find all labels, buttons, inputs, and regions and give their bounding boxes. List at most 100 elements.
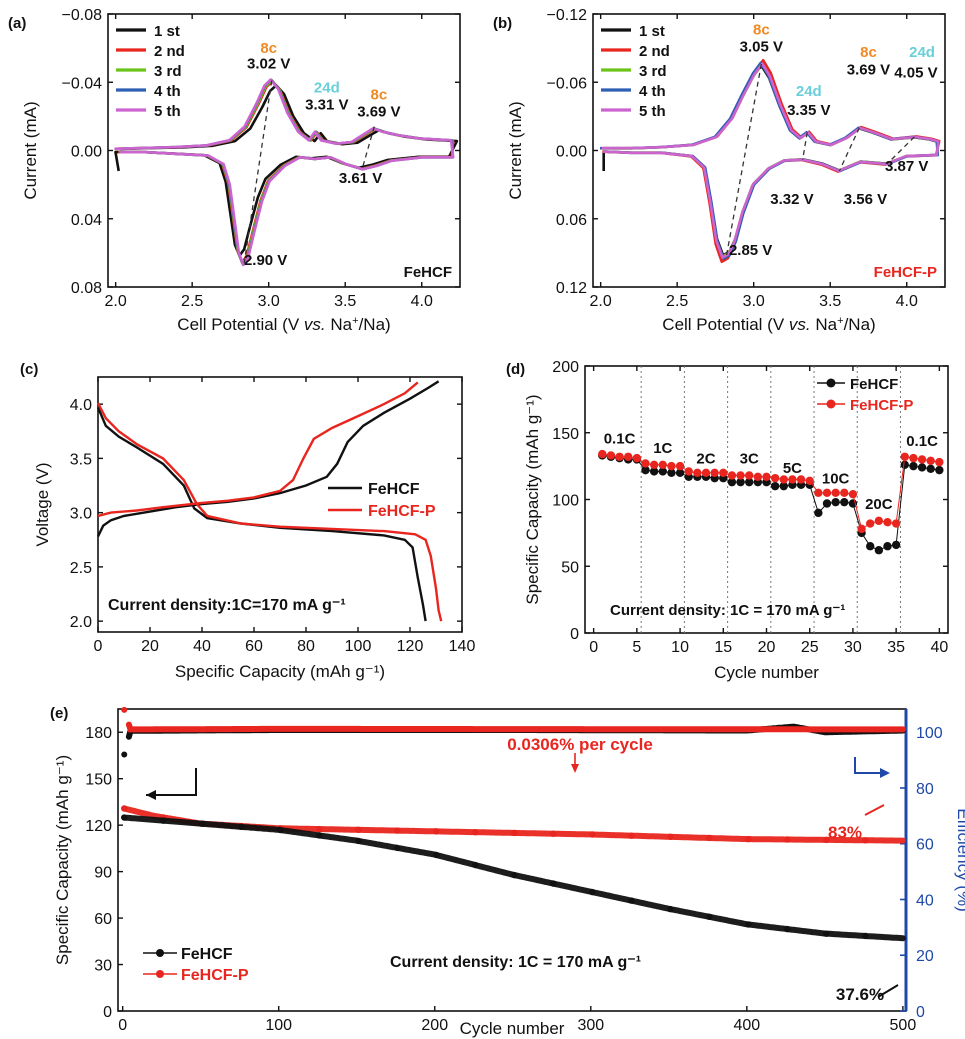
x-tick-label: 2.5 [181, 293, 203, 310]
rate-point [917, 463, 927, 472]
rate-point [658, 467, 667, 476]
capacity-point [355, 826, 362, 834]
efficiency-first-point [121, 751, 128, 758]
arrow-head [146, 790, 156, 800]
rate-point [649, 460, 659, 469]
capacity-point [784, 836, 791, 843]
y2-tick-label: 20 [916, 948, 934, 965]
rate-label: 0.1C [906, 433, 938, 450]
x-axis-label: Cell Potential (V vs. Na+/Na) [177, 315, 390, 334]
peak-annotation: 3.35 V [787, 102, 830, 119]
peak-shift-line [802, 132, 808, 160]
x-tick-label: 3.0 [258, 293, 280, 310]
cv-curve-5 [114, 78, 455, 267]
charge-curve-fehcf [96, 380, 440, 538]
capacity-point [823, 836, 830, 844]
y2-tick-label: 100 [916, 725, 943, 742]
rate-point [719, 468, 728, 477]
capacity-point [589, 888, 596, 896]
panel-label: (b) [493, 15, 512, 32]
decay-annotation: 0.0306% per cycle [507, 735, 653, 754]
x-tick-label: 2.0 [590, 293, 612, 310]
x-tick-label: 100 [345, 638, 372, 655]
rate-point [883, 517, 892, 527]
rate-point [598, 449, 607, 459]
y-axis-label: Specific Capacity (mAh g⁻¹) [523, 394, 542, 604]
capacity-point [394, 827, 401, 834]
y-axis-label: Specific Capacity (mAh g⁻¹) [53, 755, 72, 965]
y-tick-label: 200 [552, 359, 579, 376]
y-tick-label: 0 [570, 626, 579, 643]
capacity-point [667, 905, 674, 913]
rate-point [909, 461, 918, 471]
y-tick-label: 4.0 [70, 397, 92, 414]
y-tick-label: 0.08 [71, 280, 102, 297]
peak-annotation: 8c [260, 40, 277, 57]
capacity-point [745, 835, 752, 843]
peak-annotation: 3.69 V [357, 103, 400, 120]
rate-point [900, 460, 909, 469]
discharge-curve-fehcf-p [96, 402, 443, 622]
y2-tick-label: 40 [916, 892, 934, 909]
x-tick-label: 2.5 [666, 293, 688, 310]
x-axis-label: Cell Potential (V vs. Na+/Na) [662, 315, 875, 334]
rate-panel: (d) 0 5 10 15 20 25 30 35 40 0 50 100 150 200 Cycle num… [506, 359, 949, 682]
x-axis-label: Cycle number [714, 663, 819, 682]
sample-label: FeHCF [404, 264, 452, 281]
plot-frame [97, 376, 463, 633]
rate-point [857, 524, 866, 534]
capacity-point [316, 832, 323, 839]
rate-point [745, 471, 754, 480]
retention-annotation: 83% [828, 823, 862, 842]
rate-point [753, 472, 763, 482]
x-tick-label: 0 [589, 639, 598, 656]
left-axis-arrow [146, 768, 197, 796]
rate-label: 1C [653, 440, 672, 457]
y-tick-label: 0.12 [556, 280, 587, 297]
rate-point [649, 467, 659, 476]
x-tick-label: 0 [94, 638, 103, 655]
cv-panel-fehcf: (a) 2.0 2.5 3.0 3.5 4.0 −0.08 −0.04 0.00 0.04 0.08… [8, 7, 461, 334]
rate-point [883, 542, 892, 551]
rate-point [667, 468, 676, 477]
rate-point [874, 516, 884, 526]
rate-point [632, 453, 642, 463]
y-axis-label: Current (mA) [21, 101, 40, 199]
y-tick-label: 100 [552, 493, 579, 510]
capacity-point [862, 932, 869, 940]
x-tick-label: 20 [141, 638, 159, 655]
rate-label: 0.1C [604, 430, 636, 447]
capacity-point [706, 913, 713, 921]
legend-label: FeHCF-P [368, 503, 436, 520]
x-tick-label: 15 [714, 639, 732, 656]
x-axis-label: Cycle number [460, 1019, 565, 1038]
rate-point [805, 476, 814, 486]
peak-shift-line [725, 63, 762, 258]
rate-point [900, 452, 909, 461]
y-tick-label: 30 [94, 958, 112, 975]
peak-shift-line [361, 126, 375, 170]
rate-point [891, 540, 901, 550]
legend-label: FeHCF-P [850, 397, 913, 414]
charge-curve-fehcf-p [97, 381, 419, 518]
legend-marker [826, 399, 836, 409]
rate-label: 5C [783, 460, 802, 477]
rate-line-fehcf-p [602, 453, 940, 530]
annotation-arrow [877, 984, 899, 998]
capacity-point [511, 829, 518, 837]
legend-label: 4 th [154, 83, 181, 100]
rate-point [822, 488, 832, 498]
rate-point [684, 467, 693, 476]
capacity-point [667, 833, 674, 841]
capacity-point [238, 823, 245, 831]
rate-point [641, 459, 650, 468]
y-tick-label: 0.00 [556, 144, 587, 161]
legend-label: 2 nd [154, 43, 185, 60]
rate-point [624, 452, 633, 461]
panel-label: (e) [50, 705, 68, 722]
y-tick-label: 0.04 [71, 212, 102, 229]
rate-label: 2C [696, 450, 715, 467]
rate-point [822, 499, 832, 508]
cv-curve-5 [601, 62, 940, 259]
rate-point [814, 488, 823, 498]
